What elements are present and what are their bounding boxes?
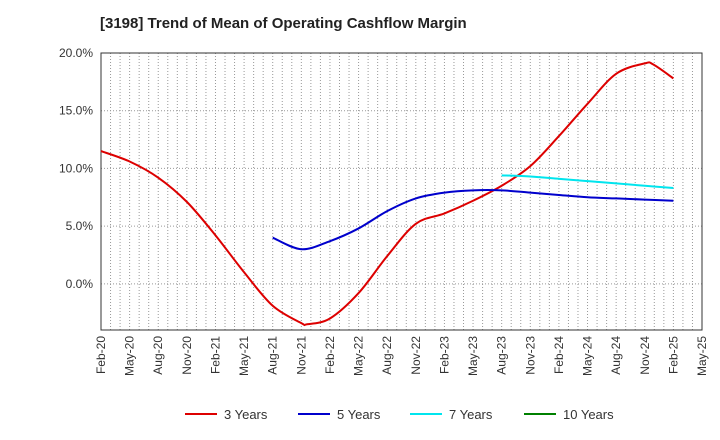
y-tick-label: 20.0% [59, 46, 93, 60]
x-tick-label: Feb-23 [437, 336, 451, 374]
x-tick-label: Aug-21 [266, 336, 280, 375]
y-tick-label: 0.0% [66, 277, 94, 291]
x-tick-label: May-22 [352, 336, 366, 376]
plot-frame [100, 52, 703, 331]
x-tick-label: Aug-23 [495, 336, 509, 375]
series-line-3-years [100, 61, 674, 327]
x-tick-label: Feb-21 [208, 336, 222, 374]
x-tick-label: Feb-25 [666, 336, 680, 374]
plot-area [101, 53, 702, 330]
legend-label-3-years: 3 Years [224, 407, 268, 422]
x-tick-label: Feb-24 [552, 336, 566, 374]
x-tick-label: Nov-24 [638, 336, 652, 375]
y-tick-label: 15.0% [59, 104, 93, 118]
legend-label-5-years: 5 Years [337, 407, 381, 422]
x-tick-label: May-21 [237, 336, 251, 376]
legend-label-10-years: 10 Years [563, 407, 614, 422]
x-tick-label: Aug-22 [380, 336, 394, 375]
y-tick-label: 10.0% [59, 161, 93, 175]
x-tick-label: Aug-20 [151, 336, 165, 375]
x-tick-label: Nov-21 [294, 336, 308, 375]
x-tick-label: May-23 [466, 336, 480, 376]
x-tick-label: May-20 [123, 336, 137, 376]
x-tick-label: Feb-20 [94, 336, 108, 374]
series-line-5-years [272, 189, 674, 251]
series-line-7-years [501, 174, 674, 190]
y-tick-label: 5.0% [66, 219, 94, 233]
x-tick-label: Nov-20 [180, 336, 194, 375]
x-tick-label: May-25 [695, 336, 709, 376]
x-tick-label: May-24 [581, 336, 595, 376]
x-tick-label: Aug-24 [609, 336, 623, 375]
legend-label-7-years: 7 Years [449, 407, 493, 422]
x-tick-label: Nov-23 [523, 336, 537, 375]
x-tick-label: Feb-22 [323, 336, 337, 374]
chart-title: [3198] Trend of Mean of Operating Cashfl… [100, 15, 467, 32]
x-tick-label: Nov-22 [409, 336, 423, 375]
